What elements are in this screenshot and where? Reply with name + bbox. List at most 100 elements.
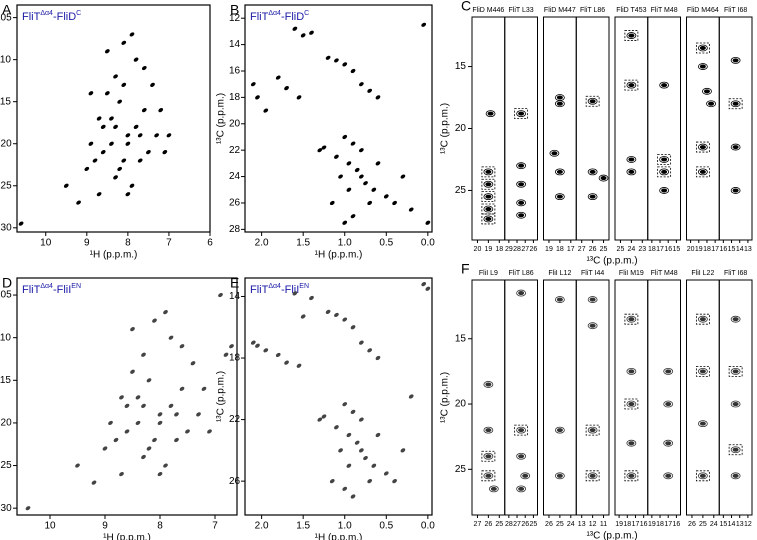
peak-contour	[587, 193, 598, 201]
x-tick-label: 17	[632, 521, 640, 528]
x-tick-label: 9	[102, 521, 108, 532]
peak	[300, 33, 306, 38]
peak	[334, 425, 339, 430]
strip-name: FliT I68	[724, 7, 747, 14]
x-tick-label: 26	[521, 521, 529, 528]
peak	[732, 317, 739, 322]
peak	[518, 200, 525, 205]
peak-contour	[516, 426, 527, 434]
peak	[661, 157, 668, 162]
peak	[732, 188, 739, 193]
peak	[119, 471, 124, 477]
highlight-box	[514, 108, 529, 120]
peak-contour	[520, 472, 531, 480]
y-tick-label: 28	[229, 224, 241, 235]
peak-contour	[702, 87, 712, 95]
panel-letter: E	[230, 275, 239, 291]
strip-name: FliD M447	[544, 7, 576, 14]
x-axis-label: ¹H (p.p.m.)	[315, 250, 363, 261]
peak-contour	[587, 296, 598, 303]
peak	[628, 83, 635, 88]
peak-contour	[554, 168, 565, 176]
peak	[408, 207, 414, 212]
peak-contour	[554, 296, 565, 303]
peak	[130, 327, 135, 332]
peak	[102, 446, 108, 451]
peak	[425, 286, 431, 291]
peak	[109, 141, 114, 146]
y-tick-label: 16	[229, 66, 241, 77]
peak-contour	[483, 168, 494, 176]
peak	[699, 64, 706, 69]
peak-contour	[626, 156, 637, 163]
peak	[485, 216, 492, 221]
peak	[589, 99, 596, 104]
peak	[342, 134, 348, 140]
peak	[518, 428, 525, 433]
peak	[551, 151, 558, 156]
peak	[518, 213, 525, 218]
peak	[518, 182, 525, 187]
x-tick-label: 15	[719, 521, 727, 528]
peak	[400, 174, 406, 179]
peak-contour	[549, 149, 560, 157]
peak	[163, 310, 168, 315]
y-tick-label: 26	[229, 476, 241, 487]
peak	[88, 91, 94, 96]
peak	[174, 437, 179, 443]
panel-letter: A	[2, 2, 12, 18]
strip-name: FliD M446	[472, 7, 504, 14]
peak	[342, 402, 348, 407]
peak-contour	[516, 199, 527, 207]
x-tick-label: 0.0	[421, 521, 435, 532]
y-tick-label: 20	[455, 399, 467, 410]
peak-contour	[697, 63, 708, 70]
x-axis-label: ¹H (p.p.m.)	[315, 533, 363, 540]
panel-title: FliTΔα4-FliIEN	[22, 283, 81, 296]
title-part: FliT	[22, 284, 41, 296]
peak	[589, 473, 596, 478]
x-axis-label: ¹H (p.p.m.)	[103, 533, 151, 540]
title-part: FliT	[22, 11, 41, 23]
peak	[196, 412, 201, 417]
peak	[63, 183, 69, 188]
peak	[589, 428, 596, 433]
peak-contour	[730, 143, 741, 151]
peak	[661, 188, 668, 193]
peak-contour	[706, 100, 716, 108]
x-tick-label: 23	[638, 246, 646, 253]
peak	[133, 57, 139, 62]
x-tick-label: 17	[664, 521, 672, 528]
peak	[485, 194, 492, 199]
peak	[392, 200, 397, 206]
x-tick-label: 27	[578, 246, 586, 253]
peak	[628, 169, 635, 174]
peak	[665, 402, 672, 407]
x-tick-label: 16	[640, 521, 648, 528]
peak	[708, 101, 715, 106]
peak	[375, 432, 381, 438]
peak	[556, 194, 563, 199]
peak-contour	[485, 110, 496, 118]
title-part: -FliD	[53, 11, 76, 23]
peak	[485, 182, 492, 187]
strip-frame	[471, 16, 506, 241]
peak	[117, 99, 123, 104]
peak	[367, 479, 373, 484]
peak	[661, 83, 668, 88]
strip-frame	[614, 279, 649, 516]
peak	[113, 124, 118, 130]
peak	[158, 107, 164, 113]
peak	[117, 166, 123, 172]
y-tick-label: 22	[229, 414, 241, 425]
x-tick-label: 17	[656, 246, 664, 253]
strip-name: FliT L86	[580, 7, 605, 14]
peak	[129, 32, 135, 37]
y-tick-label: 105	[0, 290, 12, 301]
peak	[96, 116, 102, 121]
x-tick-label: 13	[578, 521, 586, 528]
peak	[732, 402, 739, 407]
peak	[358, 174, 364, 179]
peak	[146, 446, 152, 451]
highlight-box	[481, 191, 496, 203]
